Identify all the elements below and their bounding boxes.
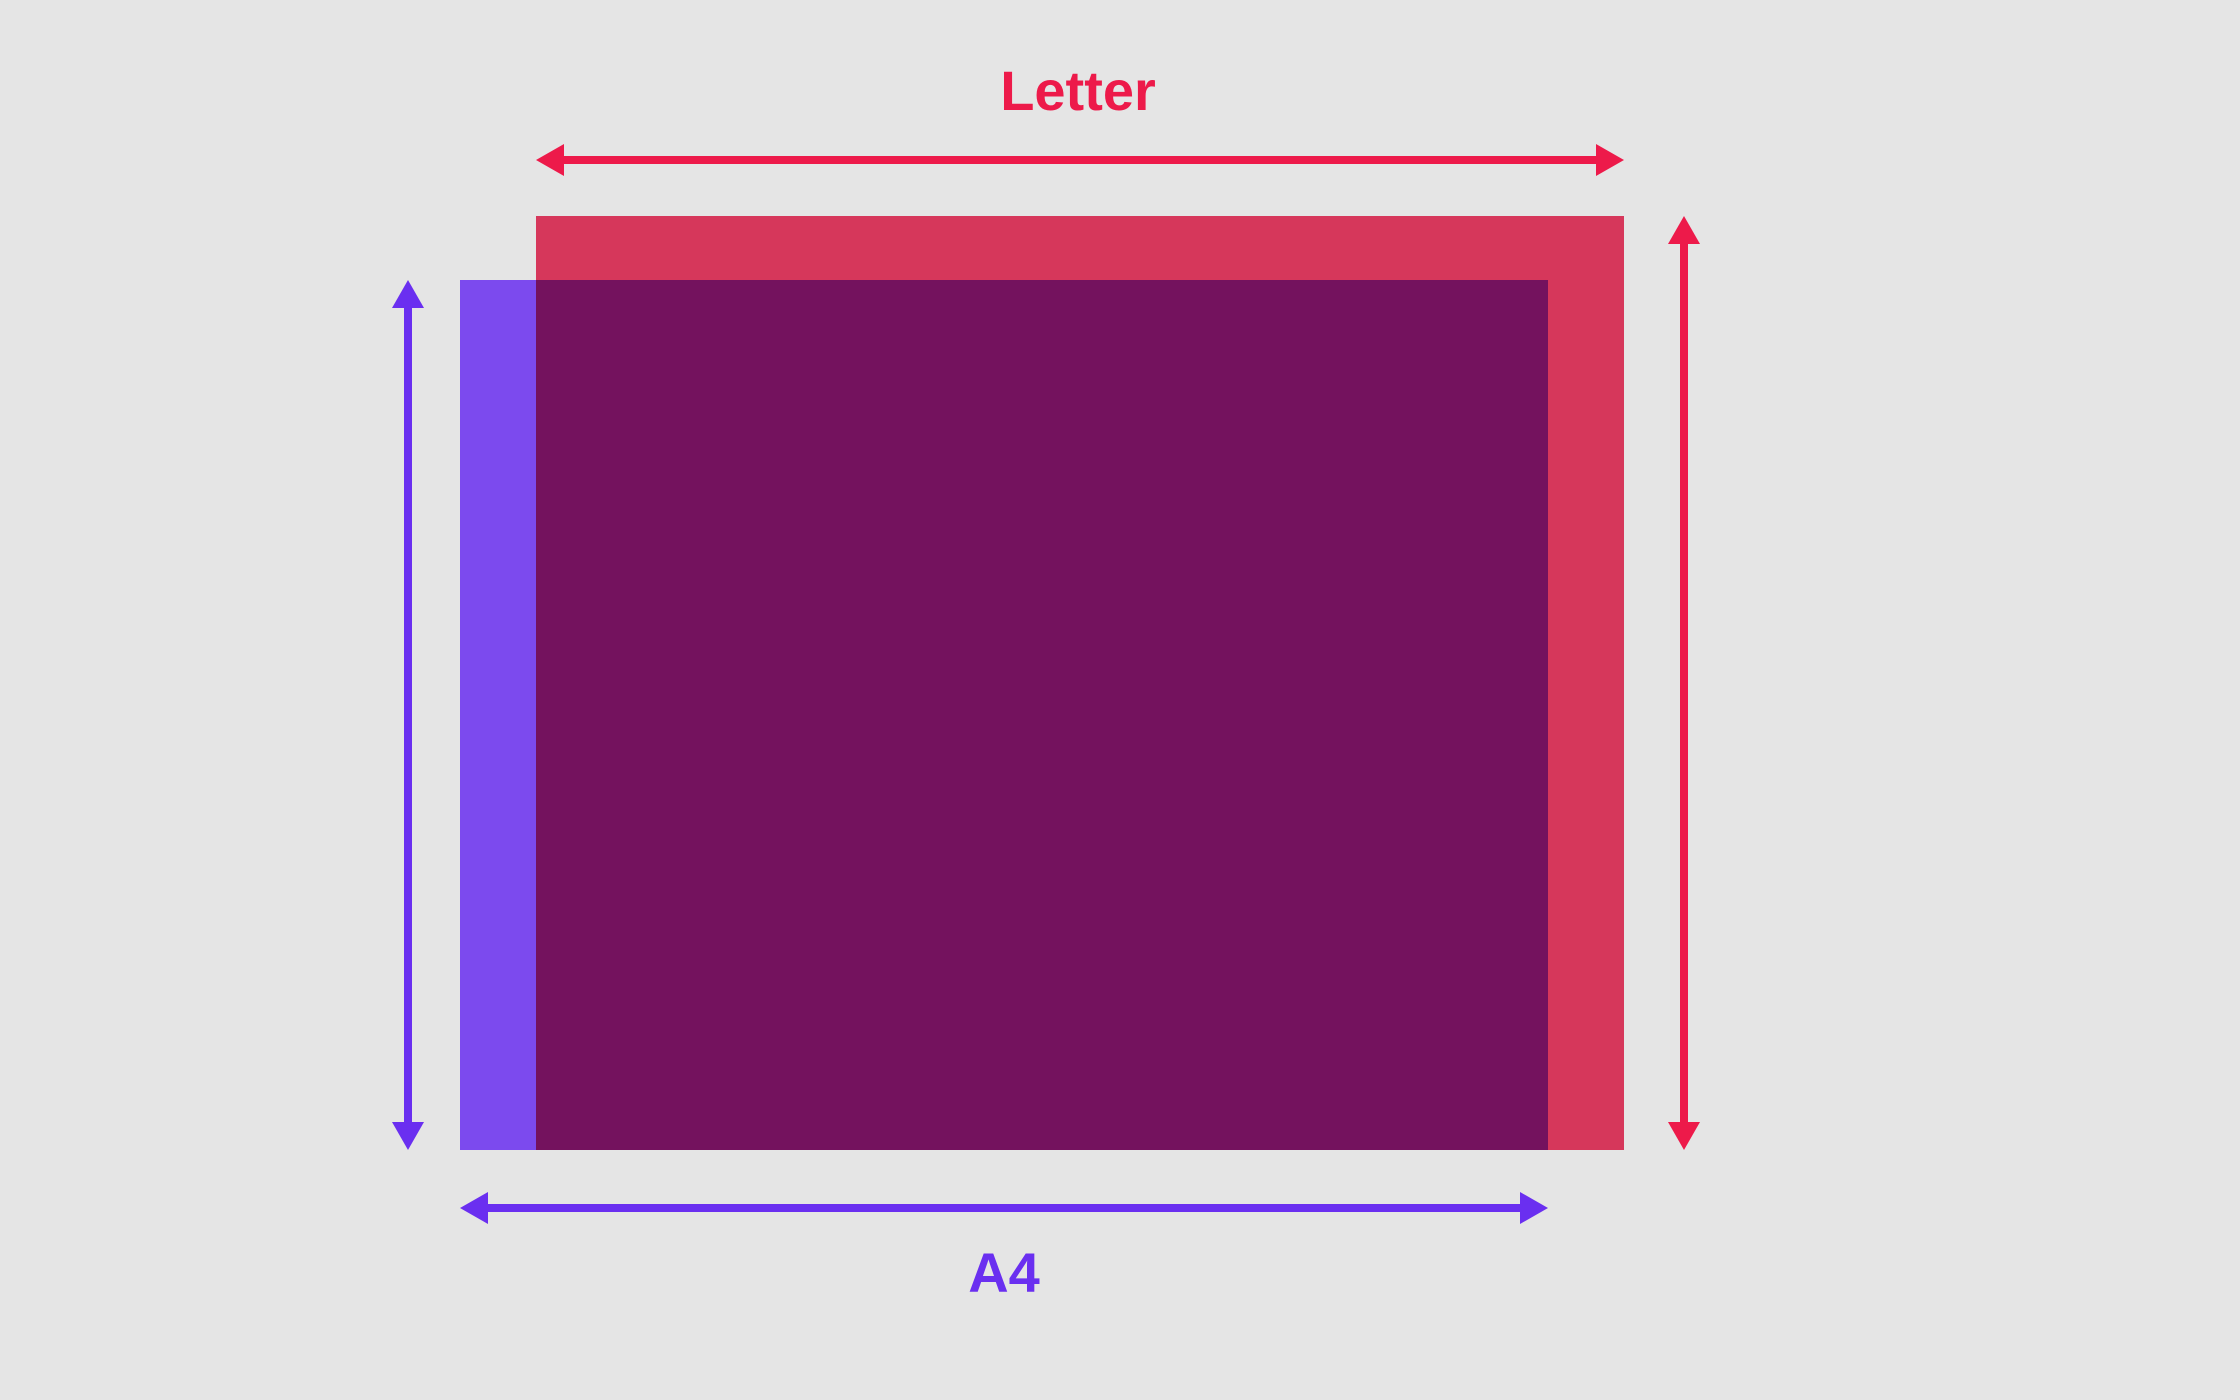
a4-width-arrow — [460, 1190, 1548, 1226]
diagram-canvas: Letter A4 — [0, 0, 2240, 1400]
a4-height-arrow — [390, 280, 426, 1150]
letter-label: Letter — [1000, 58, 1156, 123]
letter-height-arrow — [1666, 216, 1702, 1150]
a4-label: A4 — [968, 1240, 1040, 1305]
letter-width-arrow — [536, 142, 1624, 178]
letter-rect — [536, 216, 1624, 1150]
